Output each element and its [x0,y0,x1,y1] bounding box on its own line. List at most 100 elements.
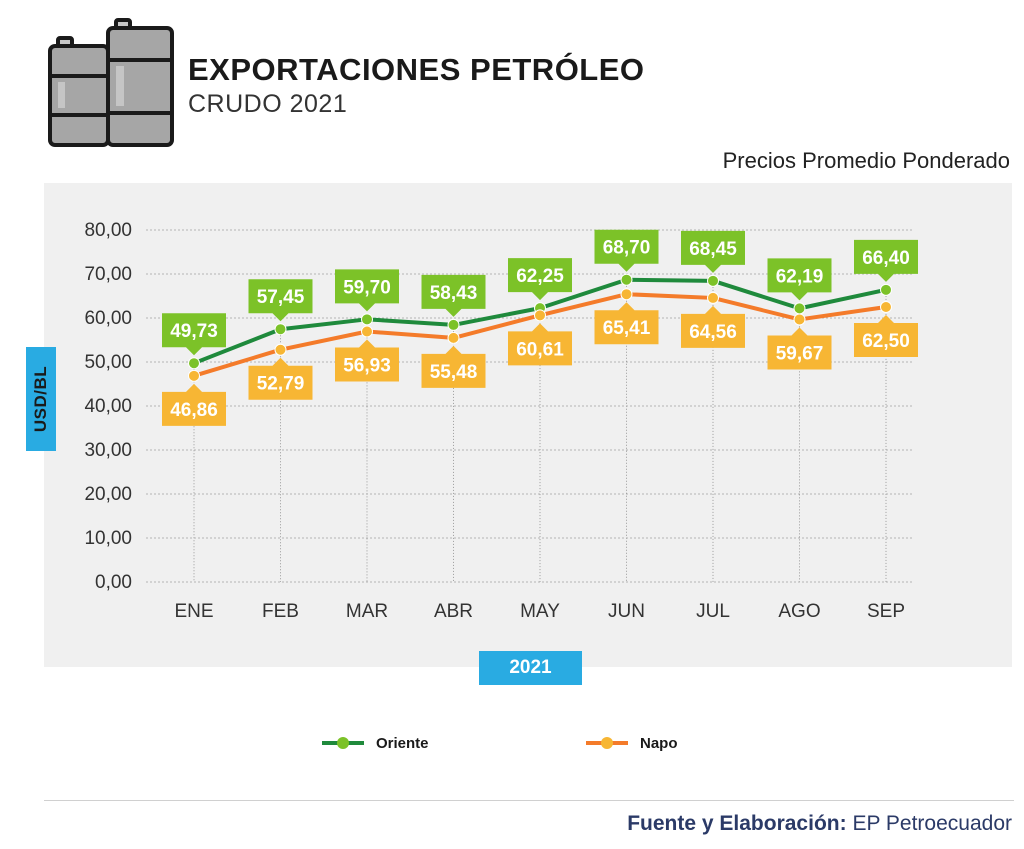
data-label-text: 59,67 [776,343,824,364]
data-label-oriente: 66,40 [854,239,918,282]
data-label-text: 55,48 [430,362,478,383]
data-point-napo [361,325,373,338]
header: EXPORTACIONES PETRÓLEO CRUDO 2021 [46,18,746,148]
data-label-text: 62,50 [862,331,910,352]
data-label-oriente: 68,70 [594,229,659,272]
footer-divider [44,800,1014,801]
y-tick-label: 10,00 [84,528,132,549]
data-label-text: 68,70 [603,238,651,259]
line-chart: 0,00 10,00 20,00 30,00 40,00 50,00 60,00 70,00 8… [84,220,918,622]
footer-source-name: EP Petroecuador [852,812,1012,835]
x-tick-label: ENE [174,601,213,622]
data-label-box [162,313,226,356]
data-label-box [162,383,226,426]
data-label-oriente: 59,70 [335,269,399,312]
data-point-oriente [880,283,892,296]
legend-marker-oriente [337,737,349,749]
legend-line-napo [586,737,628,749]
y-tick-label: 0,00 [95,572,132,593]
x-tick-label: AGO [778,601,820,622]
data-label-napo: 55,48 [421,345,486,388]
data-point-napo [620,288,633,301]
data-label-text: 64,56 [689,322,737,343]
data-label-text: 68,45 [689,239,737,260]
x-tick-label: MAR [346,601,388,622]
data-label-oriente: 57,45 [248,279,313,322]
data-label-oriente: 62,19 [767,258,832,301]
y-tick-label: 50,00 [84,352,132,373]
data-point-napo [707,291,719,304]
data-label-text: 62,25 [516,266,564,287]
y-tick-label: 40,00 [84,396,132,417]
data-label-napo: 65,41 [594,302,659,345]
legend-line-oriente [322,737,364,749]
legend-item-oriente: Oriente [322,732,429,754]
footer-label: Fuente y Elaboración: [627,812,847,835]
data-label-napo: 64,56 [681,305,745,348]
legend-marker-napo [601,737,613,749]
data-point-napo [880,301,892,313]
footer-source: Fuente y Elaboración: EP Petroecuador [627,812,1012,836]
data-point-oriente [361,313,373,326]
data-label-box [854,239,918,282]
data-label-box [681,305,745,348]
y-tick-label: 80,00 [84,220,132,241]
legend-item-napo: Napo [586,732,678,754]
data-label-text: 56,93 [343,356,391,377]
data-label-box [594,302,659,345]
data-point-oriente [447,318,460,331]
data-point-napo [534,309,546,322]
chart-subtitle: Precios Promedio Ponderado [722,148,1010,173]
x-tick-label: FEB [262,601,299,622]
x-tick-label: JUN [608,601,645,622]
y-tick-label: 60,00 [84,308,132,329]
data-label-text: 59,70 [343,277,391,298]
y-tick-label: 30,00 [84,440,132,461]
data-label-text: 52,79 [257,374,305,395]
data-point-napo [447,331,460,344]
oil-barrels-icon [48,18,174,147]
data-label-text: 62,19 [776,266,824,287]
data-label-box [767,327,832,370]
data-label-box [681,230,745,273]
data-label-box [508,323,572,366]
data-label-napo: 46,86 [162,383,226,426]
data-label-napo: 62,50 [854,315,918,357]
data-point-napo [274,343,287,356]
data-label-napo: 56,93 [335,339,399,382]
page-subtitle: CRUDO 2021 [188,90,348,118]
data-label-box [421,345,486,388]
data-label-napo: 59,67 [767,327,832,370]
data-label-box [508,258,572,301]
data-label-text: 66,40 [862,248,910,269]
data-label-napo: 52,79 [248,357,313,400]
data-label-box [335,339,399,382]
data-label-box [767,258,832,301]
data-point-oriente [274,323,287,336]
data-label-box [421,274,486,317]
x-tick-label: ABR [434,601,473,622]
data-label-text: 57,45 [257,287,305,308]
data-label-oriente: 62,25 [508,258,572,301]
data-point-oriente [188,357,200,370]
data-label-box [248,357,313,400]
x-tick-label: JUL [696,601,730,622]
y-tick-label: 70,00 [84,264,132,285]
data-point-napo [793,313,806,326]
data-point-oriente [793,302,806,315]
data-label-box [594,229,659,272]
data-label-text: 58,43 [430,283,478,304]
data-label-text: 60,61 [516,339,564,360]
data-label-box [335,269,399,312]
y-axis-label: USD/BL [31,365,50,433]
data-label-text: 65,41 [603,318,651,339]
data-point-napo [188,369,200,382]
data-label-box [248,279,313,322]
data-label-oriente: 58,43 [421,274,486,317]
x-tick-label: MAY [520,601,560,622]
data-label-napo: 60,61 [508,323,572,366]
y-axis-label-box [26,347,56,451]
page-title: EXPORTACIONES PETRÓLEO [188,52,645,87]
x-tick-label: SEP [867,601,905,622]
data-label-oriente: 68,45 [681,230,745,273]
